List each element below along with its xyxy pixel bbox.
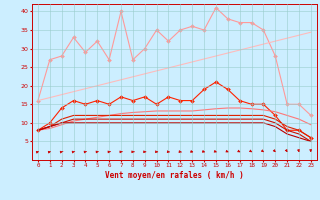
- X-axis label: Vent moyen/en rafales ( km/h ): Vent moyen/en rafales ( km/h ): [105, 171, 244, 180]
